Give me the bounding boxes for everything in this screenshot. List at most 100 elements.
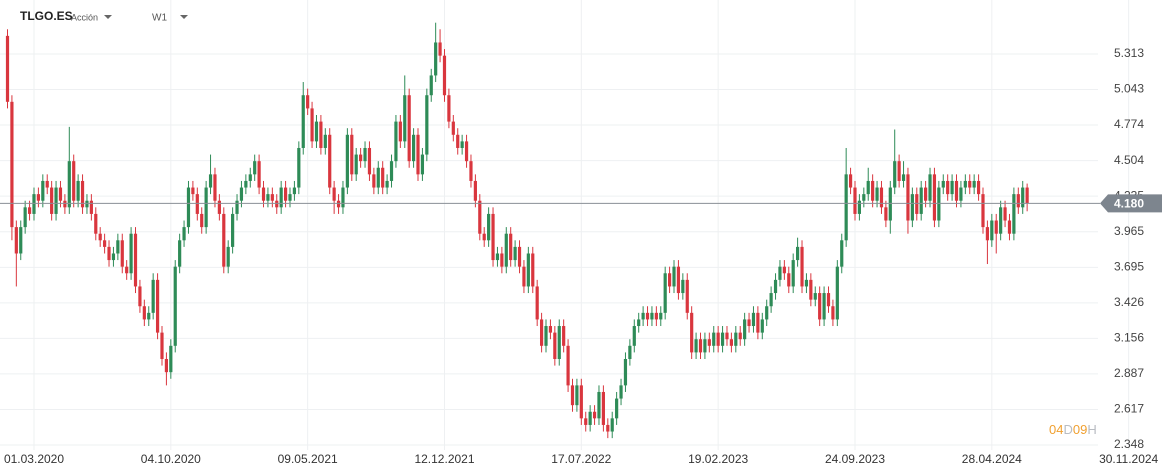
candle-body <box>451 121 455 135</box>
candle-body <box>244 180 248 188</box>
candle-body <box>270 194 274 201</box>
candle-body <box>389 161 394 181</box>
candle-body <box>756 312 760 333</box>
candle-body <box>712 332 716 346</box>
candle-body <box>98 233 102 241</box>
x-tick-label: 01.03.2020 <box>4 452 64 466</box>
candle-body <box>14 227 18 254</box>
candle-body <box>963 180 967 188</box>
candle-body <box>623 358 628 386</box>
candle-body <box>160 332 164 359</box>
candle-body <box>460 141 464 148</box>
candle-body <box>1012 194 1016 234</box>
candle-body <box>350 134 354 175</box>
candle-body <box>707 339 711 346</box>
candle-body <box>1007 220 1012 234</box>
candle-body <box>831 306 835 320</box>
candle-body <box>411 134 416 162</box>
timer-part: 04 <box>1049 422 1063 437</box>
candle-body <box>420 154 425 175</box>
candle-body <box>319 121 323 148</box>
candle-body <box>89 200 93 214</box>
candle-body <box>323 134 327 148</box>
candle-body <box>637 319 641 327</box>
candle-body <box>875 187 879 201</box>
candle-body <box>164 358 169 373</box>
candle-body <box>941 180 945 188</box>
candle-body <box>972 180 976 188</box>
candle-body <box>804 279 809 287</box>
candle-body <box>76 180 80 201</box>
x-tick-label: 28.04.2024 <box>962 452 1022 466</box>
candle-body <box>531 253 535 287</box>
candle-body <box>544 326 548 346</box>
candle-body <box>879 187 884 208</box>
candle-body <box>213 174 217 201</box>
candle-body <box>791 260 795 287</box>
candle-body <box>178 240 182 267</box>
candle-body <box>698 339 703 353</box>
candle-body <box>111 253 116 261</box>
y-tick-label: 2.348 <box>1114 437 1144 451</box>
candle-body <box>787 273 791 287</box>
candle-body <box>990 220 994 241</box>
candle-body <box>283 187 288 201</box>
candle-body <box>632 326 636 346</box>
x-tick-label: 12.12.2021 <box>414 452 474 466</box>
candle-body <box>301 95 305 148</box>
candle-body <box>169 345 173 373</box>
candle-body <box>186 187 191 228</box>
candle-body <box>129 233 133 274</box>
candle-body <box>857 200 862 214</box>
candle-body <box>359 154 363 162</box>
symbol-dropdown[interactable] <box>104 15 112 19</box>
last-price-label: 4.180 <box>1114 197 1144 211</box>
candle-body <box>239 187 244 201</box>
x-tick-label: 17.07.2022 <box>551 452 611 466</box>
candle-body <box>266 194 270 201</box>
candle-body <box>539 319 544 346</box>
candle-body <box>822 293 826 320</box>
candle-body <box>292 187 297 195</box>
candle-body <box>58 187 63 201</box>
y-tick-label: 2.887 <box>1114 366 1144 380</box>
candle-body <box>63 200 67 208</box>
candle-body <box>681 279 685 294</box>
candle-body <box>526 253 530 287</box>
candle-body <box>897 161 901 181</box>
candle-body <box>601 391 605 425</box>
candle-body <box>835 266 839 320</box>
timer-part: H <box>1087 422 1096 437</box>
candle-body <box>133 233 138 287</box>
candle-body <box>557 326 561 359</box>
candle-body <box>548 326 553 333</box>
timeframe-dropdown[interactable] <box>180 15 188 19</box>
candle-body <box>367 147 372 175</box>
timeframe[interactable]: W1 <box>152 13 167 24</box>
candle-body <box>610 418 614 432</box>
candle-body <box>107 246 111 261</box>
y-tick-label: 3.965 <box>1114 224 1144 238</box>
candle-body <box>261 187 266 201</box>
symbol[interactable]: TLGO.ES <box>20 9 73 23</box>
candle-body <box>517 246 522 267</box>
candle-body <box>297 147 301 188</box>
candle-body <box>235 200 239 214</box>
candle-body <box>937 187 941 221</box>
candle-body <box>416 134 420 175</box>
candle-body <box>663 273 667 313</box>
candle-body <box>513 246 517 261</box>
timer: 04D09H <box>1049 422 1097 437</box>
candle-body <box>676 266 681 294</box>
x-tick-label: 30.11.2024 <box>1099 452 1158 466</box>
candle-body <box>363 147 367 162</box>
candle-body <box>182 227 186 241</box>
candle-body <box>871 180 875 201</box>
candle-body <box>341 187 345 208</box>
candle-body <box>734 332 738 346</box>
candle-body <box>575 385 579 406</box>
x-tick-label: 04.10.2020 <box>141 452 201 466</box>
candle-body <box>866 180 870 195</box>
candle-body <box>85 200 89 208</box>
